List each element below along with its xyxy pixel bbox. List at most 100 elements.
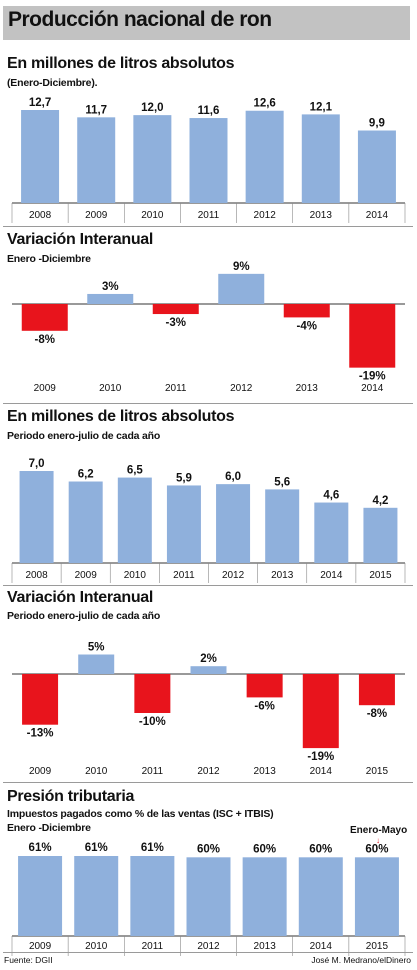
bar-2013 — [301, 114, 340, 203]
tick-label-2014: 2014 — [310, 766, 333, 777]
tick-label-2013: 2013 — [271, 570, 294, 581]
bar-2009 — [18, 856, 63, 936]
bar-2014 — [314, 502, 349, 563]
value-label-2008: 7,0 — [29, 458, 45, 470]
chart-production-jan-jul: 7,0 2008 6,2 2009 6,5 2010 5,9 2011 6,0 2012 5,6 20… — [11, 458, 406, 583]
bar-2013 — [265, 489, 300, 563]
bar-2010 — [78, 654, 115, 674]
value-label-2010: 61% — [85, 842, 108, 854]
bar-2012 — [218, 273, 265, 304]
tick-label-2010: 2010 — [85, 941, 108, 952]
value-label-2015: -8% — [367, 708, 387, 720]
bar-2012 — [186, 857, 231, 936]
bar-2011 — [189, 118, 228, 203]
value-label-2012: 12,6 — [253, 98, 275, 110]
value-label-2013: 5,6 — [274, 476, 290, 488]
tick-label-2011: 2011 — [165, 383, 187, 394]
value-label-2012: 60% — [197, 843, 220, 855]
bar-2015 — [354, 857, 399, 936]
tick-label-2010: 2010 — [124, 570, 147, 581]
footer-credit: José M. Medrano/elDinero — [311, 955, 411, 965]
value-label-2014: 9,9 — [369, 118, 385, 130]
tick-label-2009: 2009 — [29, 766, 52, 777]
tick-label-2014: 2014 — [310, 941, 333, 952]
value-label-2015: 60% — [365, 843, 388, 855]
bar-2010 — [117, 477, 152, 563]
value-label-2013: 12,1 — [310, 101, 333, 113]
section-2-subtitle: Enero -Diciembre — [7, 253, 91, 265]
bar-2010 — [74, 856, 119, 936]
section-4-title: Variación Interanual — [7, 589, 154, 606]
enero-mayo-note: Enero-Mayo — [350, 825, 408, 836]
main-title: Producción nacional de ron — [8, 8, 272, 31]
tick-label-2009: 2009 — [34, 383, 57, 394]
value-label-2013: -4% — [297, 320, 317, 332]
divider — [3, 782, 413, 783]
value-label-2013: 60% — [253, 843, 276, 855]
bar-2011 — [130, 856, 175, 936]
value-label-2008: 12,7 — [29, 97, 51, 109]
bar-2012 — [216, 484, 251, 563]
section-1-subtitle: (Enero-Diciembre). — [7, 77, 98, 89]
value-label-2010: 3% — [102, 281, 119, 293]
value-label-2009: 61% — [29, 842, 52, 854]
bar-2011 — [152, 304, 199, 315]
bar-2014 — [349, 304, 396, 368]
divider — [3, 226, 413, 227]
tick-label-2013: 2013 — [310, 210, 333, 221]
value-label-2014: 60% — [309, 843, 332, 855]
tick-label-2009: 2009 — [85, 210, 108, 221]
chart-production-annual: 12,7 2008 11,7 2009 12,0 2010 11,6 2011 12,6 2012… — [11, 97, 406, 223]
tick-label-2011: 2011 — [142, 941, 164, 952]
tick-label-2015: 2015 — [369, 570, 392, 581]
bar-2009 — [21, 304, 68, 331]
bar-2011 — [134, 674, 171, 713]
bar-2012 — [245, 110, 284, 203]
tick-label-2011: 2011 — [173, 570, 195, 581]
bar-2014 — [298, 857, 343, 936]
value-label-2009: 11,7 — [85, 104, 107, 116]
tick-label-2008: 2008 — [29, 210, 52, 221]
value-label-2012: 6,0 — [225, 471, 241, 483]
divider — [3, 585, 413, 586]
section-2-title: Variación Interanual — [7, 231, 154, 248]
chart-variation-jan-jul: -13% 2009 5% 2010 -10% 2011 2% 2012 -6% 2013 -19% 2… — [12, 642, 405, 777]
value-label-2009: 6,2 — [78, 469, 94, 481]
bar-2009 — [68, 481, 103, 563]
bar-2013 — [283, 304, 330, 318]
tick-label-2008: 2008 — [25, 570, 48, 581]
tick-label-2013: 2013 — [296, 383, 319, 394]
value-label-2011: -10% — [139, 716, 166, 728]
bar-2015 — [358, 674, 395, 706]
value-label-2012: 2% — [200, 653, 217, 665]
bar-2008 — [19, 471, 54, 563]
section-5-subtitle: Impuestos pagados como % de las ventas (… — [7, 808, 274, 820]
tick-label-2010: 2010 — [85, 766, 108, 777]
value-label-2014: 4,6 — [323, 490, 339, 502]
tick-label-2012: 2012 — [254, 210, 277, 221]
tick-label-2010: 2010 — [141, 210, 164, 221]
bar-2011 — [166, 485, 201, 563]
bar-2010 — [87, 293, 134, 304]
bar-2013 — [246, 674, 283, 698]
bar-2015 — [363, 507, 398, 563]
value-label-2011: 61% — [141, 842, 164, 854]
value-label-2011: 5,9 — [176, 472, 192, 484]
bar-2010 — [133, 115, 172, 203]
tick-label-2015: 2015 — [366, 766, 389, 777]
value-label-2011: 11,6 — [198, 105, 220, 117]
title-bar — [3, 6, 410, 40]
bar-2014 — [302, 674, 339, 749]
tick-label-2009: 2009 — [75, 570, 98, 581]
section-3-subtitle: Periodo enero-julio de cada año — [7, 430, 161, 442]
tick-label-2012: 2012 — [222, 570, 245, 581]
section-5-title: Presión tributaria — [7, 788, 135, 805]
tick-label-2012: 2012 — [230, 383, 253, 394]
tick-label-2014: 2014 — [361, 383, 384, 394]
tick-label-2010: 2010 — [99, 383, 122, 394]
tick-label-2013: 2013 — [254, 766, 277, 777]
tick-label-2015: 2015 — [366, 941, 389, 952]
divider — [3, 403, 413, 404]
section-3-title: En millones de litros absolutos — [7, 408, 235, 425]
value-label-2009: -13% — [27, 728, 54, 740]
